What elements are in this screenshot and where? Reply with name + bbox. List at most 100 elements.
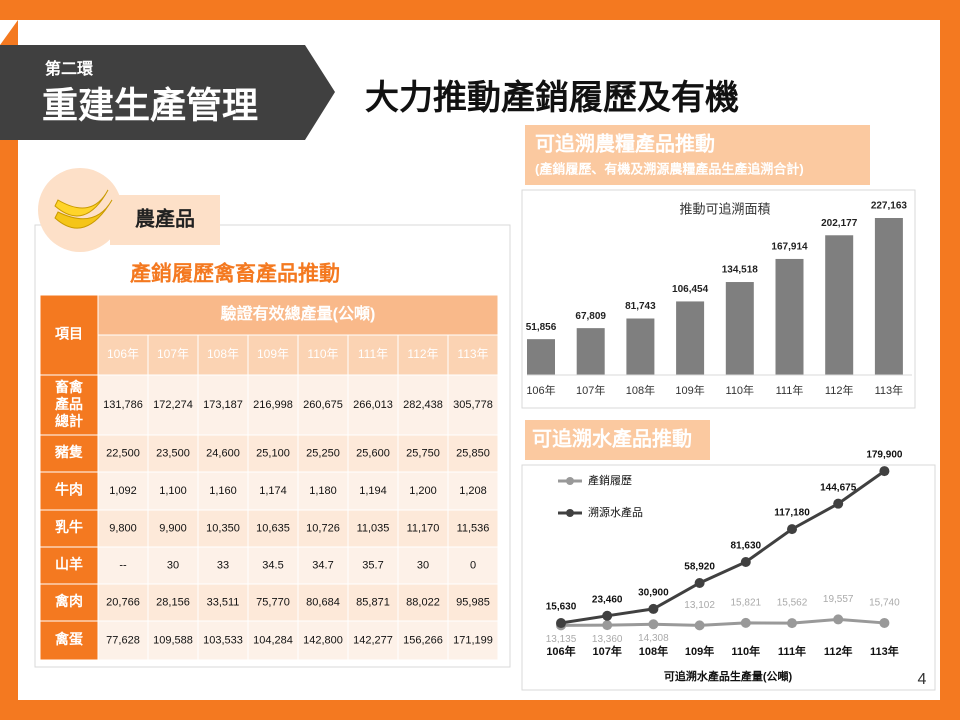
data-label: 15,562	[777, 598, 808, 609]
legend-marker	[566, 509, 574, 517]
cell	[147, 434, 199, 473]
x-tick-label: 106年	[526, 383, 555, 397]
cell	[147, 546, 199, 585]
data-label: 51,856	[526, 322, 557, 333]
cell	[197, 583, 249, 622]
tab	[110, 195, 220, 245]
cell	[347, 546, 399, 585]
data-label: 13,102	[684, 600, 715, 611]
row-label: 禽肉	[54, 593, 83, 609]
cell	[147, 509, 199, 548]
column-header: 109年	[257, 347, 289, 361]
tab-label: 農產品	[135, 206, 195, 230]
row-label: 乳牛	[55, 519, 83, 535]
point	[602, 620, 613, 631]
x-tick-label: 109年	[675, 383, 704, 397]
cell-text: 28,156	[156, 596, 190, 608]
cell	[297, 583, 349, 622]
corner-cell	[39, 294, 99, 376]
cell-text: 34.7	[312, 559, 333, 571]
cell-text: 25,250	[306, 447, 340, 459]
cell-text: 142,800	[303, 634, 343, 646]
cell	[247, 374, 299, 436]
section-label: 第二環	[45, 59, 94, 78]
header-cell	[297, 334, 349, 376]
legend-label: 產銷履歷	[588, 473, 632, 487]
bar	[576, 328, 605, 375]
cell	[347, 471, 399, 511]
chart-panel-title: 可追溯農糧產品推動	[535, 131, 715, 155]
cell	[297, 471, 349, 511]
cell-text: 1,160	[209, 485, 237, 497]
cell-text: 104,284	[253, 634, 293, 646]
cell-text: 10,350	[206, 522, 240, 534]
point	[879, 617, 890, 628]
cell-text: 260,675	[303, 399, 343, 411]
data-label: 15,821	[731, 598, 762, 609]
cell-text: 1,092	[109, 485, 137, 497]
header-cell	[347, 334, 399, 376]
chart-box	[521, 464, 936, 691]
point	[833, 614, 844, 625]
cell-text: 172,274	[153, 399, 193, 411]
cell	[397, 583, 449, 622]
cell	[97, 583, 149, 622]
cell-text: 9,900	[159, 522, 187, 534]
cell	[447, 471, 499, 511]
section-title: 重建生產管理	[42, 85, 258, 126]
cell-text: 25,600	[356, 447, 390, 459]
data-label: 30,900	[638, 588, 669, 599]
point	[787, 524, 797, 535]
bar	[825, 235, 854, 375]
chart-title: 推動可追溯面積	[679, 201, 770, 216]
data-label: 202,177	[821, 218, 858, 229]
cell-text: 33	[217, 559, 229, 571]
row-header-cell	[39, 583, 99, 622]
data-label: 106,454	[672, 284, 709, 295]
data-label: 14,308	[638, 633, 669, 644]
point	[694, 577, 705, 588]
row-header-cell	[39, 434, 99, 473]
row-label: 山羊	[55, 556, 83, 572]
x-tick-label: 110年	[731, 644, 760, 658]
cell-text: 1,174	[259, 485, 287, 497]
cell-text: 1,200	[409, 485, 437, 497]
cell	[97, 620, 149, 661]
point	[648, 619, 659, 630]
cell-text: 11,536	[457, 522, 490, 534]
data-label: 144,675	[820, 482, 857, 493]
chart-panel-title: 可追溯水產品推動	[532, 426, 692, 450]
column-header: 111年	[358, 347, 388, 361]
point	[879, 466, 890, 477]
data-label: 13,135	[546, 634, 577, 645]
table-title: 產銷履歷禽畜產品推動	[130, 262, 340, 286]
page-number: 4	[918, 671, 927, 688]
cell-text: 1,194	[359, 485, 387, 497]
cell-text: 25,750	[406, 447, 440, 459]
bar	[874, 218, 903, 375]
column-header: 106年	[107, 347, 139, 361]
cell	[297, 434, 349, 473]
point	[833, 498, 844, 509]
data-label: 67,809	[575, 311, 606, 322]
cell-text: 25,850	[456, 447, 490, 459]
data-label: 23,460	[592, 594, 623, 605]
point	[648, 603, 659, 614]
data-label: 19,557	[823, 594, 854, 605]
cell	[397, 471, 449, 511]
column-header: 110年	[307, 347, 338, 361]
cell-text: 30	[417, 559, 429, 571]
cell-text: 22,500	[106, 447, 140, 459]
chart-panel-subtitle: (產銷履歷、有機及溯源農糧產品生產追溯合計)	[535, 161, 804, 176]
cell-text: 1,100	[159, 485, 187, 497]
data-label: 167,914	[771, 242, 808, 253]
row-label: 畜禽產品總計	[54, 379, 84, 429]
cell-text: 24,600	[206, 447, 240, 459]
x-tick-label: 107年	[593, 644, 622, 658]
x-tick-label: 109年	[685, 644, 714, 658]
data-label: 81,743	[625, 301, 656, 312]
legend-label: 溯源水產品	[588, 505, 643, 519]
bar	[527, 339, 555, 375]
cell-text: 11,035	[357, 522, 390, 534]
